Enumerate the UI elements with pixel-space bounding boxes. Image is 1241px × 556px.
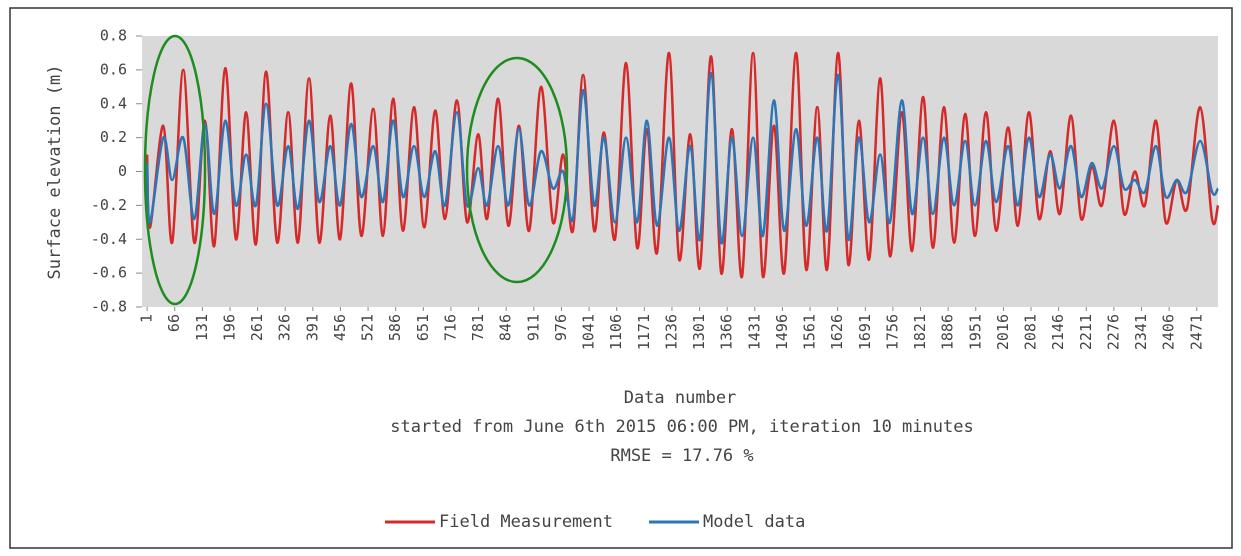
y-tick-label: 0.2 [100,128,127,146]
x-tick-label: 976 [552,314,570,341]
x-tick-label: 1301 [690,314,708,350]
plot-area [142,36,1218,307]
x-tick-label: 2081 [1022,314,1040,350]
x-tick-label: 2211 [1077,314,1095,350]
x-tick-label: 66 [165,314,183,332]
y-tick-label: 0 [118,162,127,180]
x-tick-label: 2016 [994,314,1012,350]
y-tick-label: 0.8 [100,27,127,45]
y-tick-label: -0.2 [91,196,127,214]
x-tick-label: 1561 [801,314,819,350]
x-tick-label: 716 [441,314,459,341]
y-tick-label: 0.6 [100,60,127,78]
x-tick-label: 1496 [773,314,791,350]
subtitle: started from June 6th 2015 06:00 PM, ite… [390,417,973,437]
x-tick-label: 1 [138,314,156,323]
x-tick-label: 1691 [856,314,874,350]
x-tick-label: 2406 [1160,314,1178,350]
series-line [145,72,1220,245]
x-tick-label: 651 [414,314,432,341]
x-tick-label: 1366 [718,314,736,350]
x-tick-label: 2341 [1132,314,1150,350]
legend-label: Model data [703,512,805,532]
series-line [145,51,1220,278]
x-tick-label: 1951 [966,314,984,350]
x-tick-label: 521 [359,314,377,341]
y-tick-label: -0.8 [91,298,127,316]
x-tick-label: 1106 [607,314,625,350]
x-tick-label: 586 [386,314,404,341]
y-tick-label: -0.6 [91,264,127,282]
x-tick-label: 1041 [580,314,598,350]
x-tick-label: 1756 [883,314,901,350]
x-tick-label: 2471 [1187,314,1205,350]
x-tick-label: 846 [497,314,515,341]
marks [145,51,1220,278]
legend-label: Field Measurement [439,512,613,532]
x-tick-label: 196 [220,314,238,341]
x-tick-label: 1171 [635,314,653,350]
x-tick-label: 1821 [911,314,929,350]
x-tick-label: 131 [193,314,211,341]
x-tick-label: 261 [248,314,266,341]
y-tick-label: 0.4 [100,94,127,112]
annotation: RMSE = 17.76 % [610,446,753,466]
x-tick-label: 781 [469,314,487,341]
y-tick-label: -0.4 [91,230,127,248]
x-tick-label: 911 [524,314,542,341]
highlight-ellipse [465,56,569,284]
x-tick-label: 1431 [745,314,763,350]
x-axis-label: Data number [624,388,737,408]
y-axis-label: Surface elevation (m) [45,65,65,280]
x-tick-label: 391 [303,314,321,341]
x-tick-label: 2146 [1049,314,1067,350]
x-tick-label: 456 [331,314,349,341]
x-tick-label: 326 [276,314,294,341]
x-tick-label: 1886 [939,314,957,350]
x-tick-label: 1236 [662,314,680,350]
x-tick-label: 1626 [828,314,846,350]
highlight-ellipse [143,34,207,306]
x-tick-label: 2276 [1104,314,1122,350]
